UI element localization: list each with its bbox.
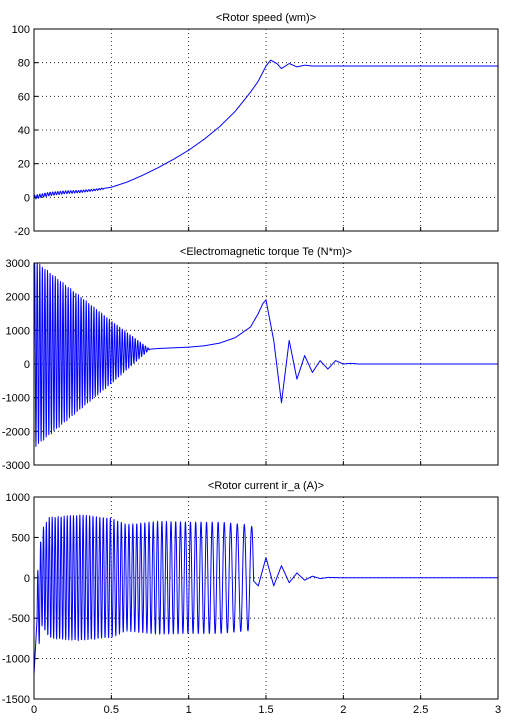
x-tick-label: 2: [340, 704, 346, 716]
y-tick-label: -1000: [2, 654, 30, 666]
series-trace: [34, 514, 498, 675]
y-tick-label: 500: [12, 532, 30, 544]
y-tick-label: -2000: [2, 426, 30, 438]
x-tick-label: 1.5: [258, 704, 273, 716]
axes-frame: [33, 496, 499, 700]
y-tick-label: 20: [18, 159, 30, 171]
subplot-title: <Rotor speed (wm)>: [216, 12, 316, 24]
y-tick-label: -3000: [2, 460, 30, 472]
y-tick-label: 80: [18, 58, 30, 70]
axes-frame: [33, 262, 499, 466]
y-tick-label: 0: [24, 573, 30, 585]
y-tick-label: 60: [18, 91, 30, 103]
grid: [34, 29, 498, 231]
y-tick-label: 40: [18, 125, 30, 137]
y-tick-label: -1000: [2, 393, 30, 405]
y-tick-label: 100: [12, 24, 30, 36]
x-tick-label: 0: [31, 704, 37, 716]
y-tick-label: 0: [24, 192, 30, 204]
y-tick-label: 2000: [6, 292, 30, 304]
subplot-title: <Rotor current ir_a (A)>: [208, 480, 324, 492]
subplot-title: <Electromagnetic torque Te (N*m)>: [180, 246, 352, 258]
y-tick-label: -20: [14, 226, 30, 238]
series-trace: [34, 59, 498, 200]
y-tick-label: -500: [8, 613, 30, 625]
x-tick-label: 1: [186, 704, 192, 716]
y-tick-label: 1000: [6, 492, 30, 504]
y-tick-label: 0: [24, 359, 30, 371]
axes-frame: [33, 28, 499, 232]
y-tick-label: 1000: [6, 325, 30, 337]
y-tick-label: -1500: [2, 694, 30, 706]
x-tick-label: 2.5: [413, 704, 428, 716]
series-trace: [34, 263, 498, 448]
x-tick-label: 3: [495, 704, 501, 716]
subplot-electromagnetic-torque: <Electromagnetic torque Te (N*m)> -3000 -…: [2, 246, 499, 472]
subplot-rotor-speed: <Rotor speed (wm)> -20 0 20 40 60 80 100: [12, 12, 499, 238]
subplot-rotor-current: <Rotor current ir_a (A)> 0 0.5 1 1.5 2 2.5 3 -1…: [2, 480, 501, 716]
y-tick-label: 3000: [6, 258, 30, 270]
x-tick-label: 0.5: [104, 704, 119, 716]
